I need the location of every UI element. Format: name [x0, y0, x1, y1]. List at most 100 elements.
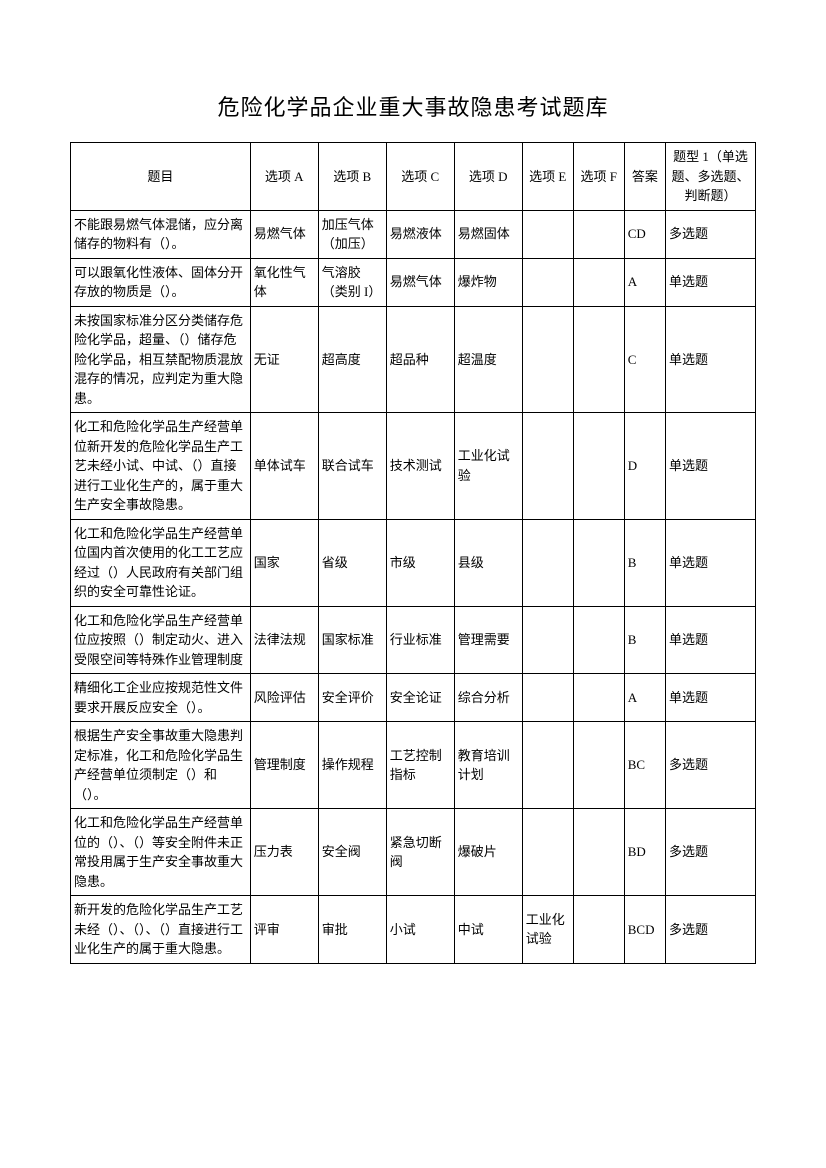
cell-optA: 风险评估 — [250, 674, 318, 722]
table-body: 不能跟易燃气体混储，应分离储存的物料有（）。易燃气体加压气体（加压）易燃液体易燃… — [71, 210, 756, 963]
cell-optD: 易燃固体 — [454, 210, 522, 258]
cell-optA: 单体试车 — [250, 413, 318, 520]
cell-optF — [573, 722, 624, 809]
cell-type: 多选题 — [666, 809, 756, 896]
cell-optE — [522, 722, 573, 809]
cell-optD: 爆破片 — [454, 809, 522, 896]
cell-optD: 管理需要 — [454, 606, 522, 674]
cell-optC: 易燃气体 — [386, 258, 454, 306]
cell-optA: 法律法规 — [250, 606, 318, 674]
cell-optB: 审批 — [318, 896, 386, 964]
cell-optA: 评审 — [250, 896, 318, 964]
cell-optB: 操作规程 — [318, 722, 386, 809]
table-row: 化工和危险化学品生产经营单位应按照（）制定动火、进入受限空间等特殊作业管理制度法… — [71, 606, 756, 674]
header-optC: 选项 C — [386, 143, 454, 211]
cell-optF — [573, 306, 624, 413]
cell-question: 未按国家标准分区分类储存危险化学品，超量、（）储存危险化学品，相互禁配物质混放混… — [71, 306, 251, 413]
cell-optC: 小试 — [386, 896, 454, 964]
cell-optD: 爆炸物 — [454, 258, 522, 306]
table-row: 化工和危险化学品生产经营单位的（）、（）等安全附件未正常投用属于生产安全事故重大… — [71, 809, 756, 896]
table-row: 根据生产安全事故重大隐患判定标准，化工和危险化学品生产经营单位须制定（）和（）。… — [71, 722, 756, 809]
cell-optA: 管理制度 — [250, 722, 318, 809]
cell-optE: 工业化试验 — [522, 896, 573, 964]
cell-optA: 易燃气体 — [250, 210, 318, 258]
cell-question: 化工和危险化学品生产经营单位的（）、（）等安全附件未正常投用属于生产安全事故重大… — [71, 809, 251, 896]
cell-optA: 国家 — [250, 519, 318, 606]
cell-optC: 易燃液体 — [386, 210, 454, 258]
cell-answer: BCD — [624, 896, 665, 964]
header-type: 题型 1（单选题、多选题、判断题） — [666, 143, 756, 211]
cell-optB: 国家标准 — [318, 606, 386, 674]
cell-type: 多选题 — [666, 896, 756, 964]
header-answer: 答案 — [624, 143, 665, 211]
cell-answer: BD — [624, 809, 665, 896]
cell-optF — [573, 413, 624, 520]
cell-question: 化工和危险化学品生产经营单位应按照（）制定动火、进入受限空间等特殊作业管理制度 — [71, 606, 251, 674]
cell-optE — [522, 210, 573, 258]
cell-optD: 工业化试验 — [454, 413, 522, 520]
cell-type: 单选题 — [666, 674, 756, 722]
cell-question: 精细化工企业应按规范性文件要求开展反应安全（）。 — [71, 674, 251, 722]
cell-optC: 工艺控制指标 — [386, 722, 454, 809]
header-optE: 选项 E — [522, 143, 573, 211]
cell-type: 多选题 — [666, 210, 756, 258]
cell-optB: 加压气体（加压） — [318, 210, 386, 258]
cell-optD: 超温度 — [454, 306, 522, 413]
cell-question: 化工和危险化学品生产经营单位国内首次使用的化工工艺应经过（）人民政府有关部门组织… — [71, 519, 251, 606]
cell-type: 单选题 — [666, 258, 756, 306]
header-optA: 选项 A — [250, 143, 318, 211]
table-row: 未按国家标准分区分类储存危险化学品，超量、（）储存危险化学品，相互禁配物质混放混… — [71, 306, 756, 413]
cell-optC: 行业标准 — [386, 606, 454, 674]
cell-optE — [522, 519, 573, 606]
cell-optE — [522, 413, 573, 520]
cell-type: 单选题 — [666, 606, 756, 674]
cell-answer: C — [624, 306, 665, 413]
cell-answer: A — [624, 674, 665, 722]
header-optF: 选项 F — [573, 143, 624, 211]
cell-answer: B — [624, 519, 665, 606]
header-optB: 选项 B — [318, 143, 386, 211]
cell-optF — [573, 519, 624, 606]
cell-optE — [522, 258, 573, 306]
cell-optB: 省级 — [318, 519, 386, 606]
cell-type: 单选题 — [666, 519, 756, 606]
cell-optC: 紧急切断阀 — [386, 809, 454, 896]
cell-optD: 综合分析 — [454, 674, 522, 722]
cell-answer: CD — [624, 210, 665, 258]
cell-optD: 县级 — [454, 519, 522, 606]
cell-optB: 安全评价 — [318, 674, 386, 722]
cell-optA: 氧化性气体 — [250, 258, 318, 306]
cell-optF — [573, 809, 624, 896]
table-row: 化工和危险化学品生产经营单位新开发的危险化学品生产工艺未经小试、中试、（）直接进… — [71, 413, 756, 520]
cell-optC: 安全论证 — [386, 674, 454, 722]
cell-optF — [573, 210, 624, 258]
cell-question: 化工和危险化学品生产经营单位新开发的危险化学品生产工艺未经小试、中试、（）直接进… — [71, 413, 251, 520]
cell-question: 不能跟易燃气体混储，应分离储存的物料有（）。 — [71, 210, 251, 258]
table-row: 化工和危险化学品生产经营单位国内首次使用的化工工艺应经过（）人民政府有关部门组织… — [71, 519, 756, 606]
cell-optF — [573, 674, 624, 722]
table-row: 可以跟氧化性液体、固体分开存放的物质是（）。氧化性气体气溶胶（类别 I）易燃气体… — [71, 258, 756, 306]
cell-optC: 超品种 — [386, 306, 454, 413]
cell-question: 新开发的危险化学品生产工艺未经（）、（）、（）直接进行工业化生产的属于重大隐患。 — [71, 896, 251, 964]
cell-optD: 教育培训计划 — [454, 722, 522, 809]
cell-type: 单选题 — [666, 306, 756, 413]
cell-question: 根据生产安全事故重大隐患判定标准，化工和危险化学品生产经营单位须制定（）和（）。 — [71, 722, 251, 809]
cell-type: 多选题 — [666, 722, 756, 809]
cell-optB: 超高度 — [318, 306, 386, 413]
cell-optF — [573, 258, 624, 306]
cell-optE — [522, 306, 573, 413]
cell-optC: 技术测试 — [386, 413, 454, 520]
cell-optB: 联合试车 — [318, 413, 386, 520]
cell-optD: 中试 — [454, 896, 522, 964]
question-table: 题目 选项 A 选项 B 选项 C 选项 D 选项 E 选项 F 答案 题型 1… — [70, 142, 756, 964]
cell-optF — [573, 606, 624, 674]
cell-optE — [522, 809, 573, 896]
cell-question: 可以跟氧化性液体、固体分开存放的物质是（）。 — [71, 258, 251, 306]
cell-answer: BC — [624, 722, 665, 809]
table-header-row: 题目 选项 A 选项 B 选项 C 选项 D 选项 E 选项 F 答案 题型 1… — [71, 143, 756, 211]
cell-optA: 无证 — [250, 306, 318, 413]
cell-answer: D — [624, 413, 665, 520]
cell-optC: 市级 — [386, 519, 454, 606]
cell-optE — [522, 674, 573, 722]
cell-optF — [573, 896, 624, 964]
